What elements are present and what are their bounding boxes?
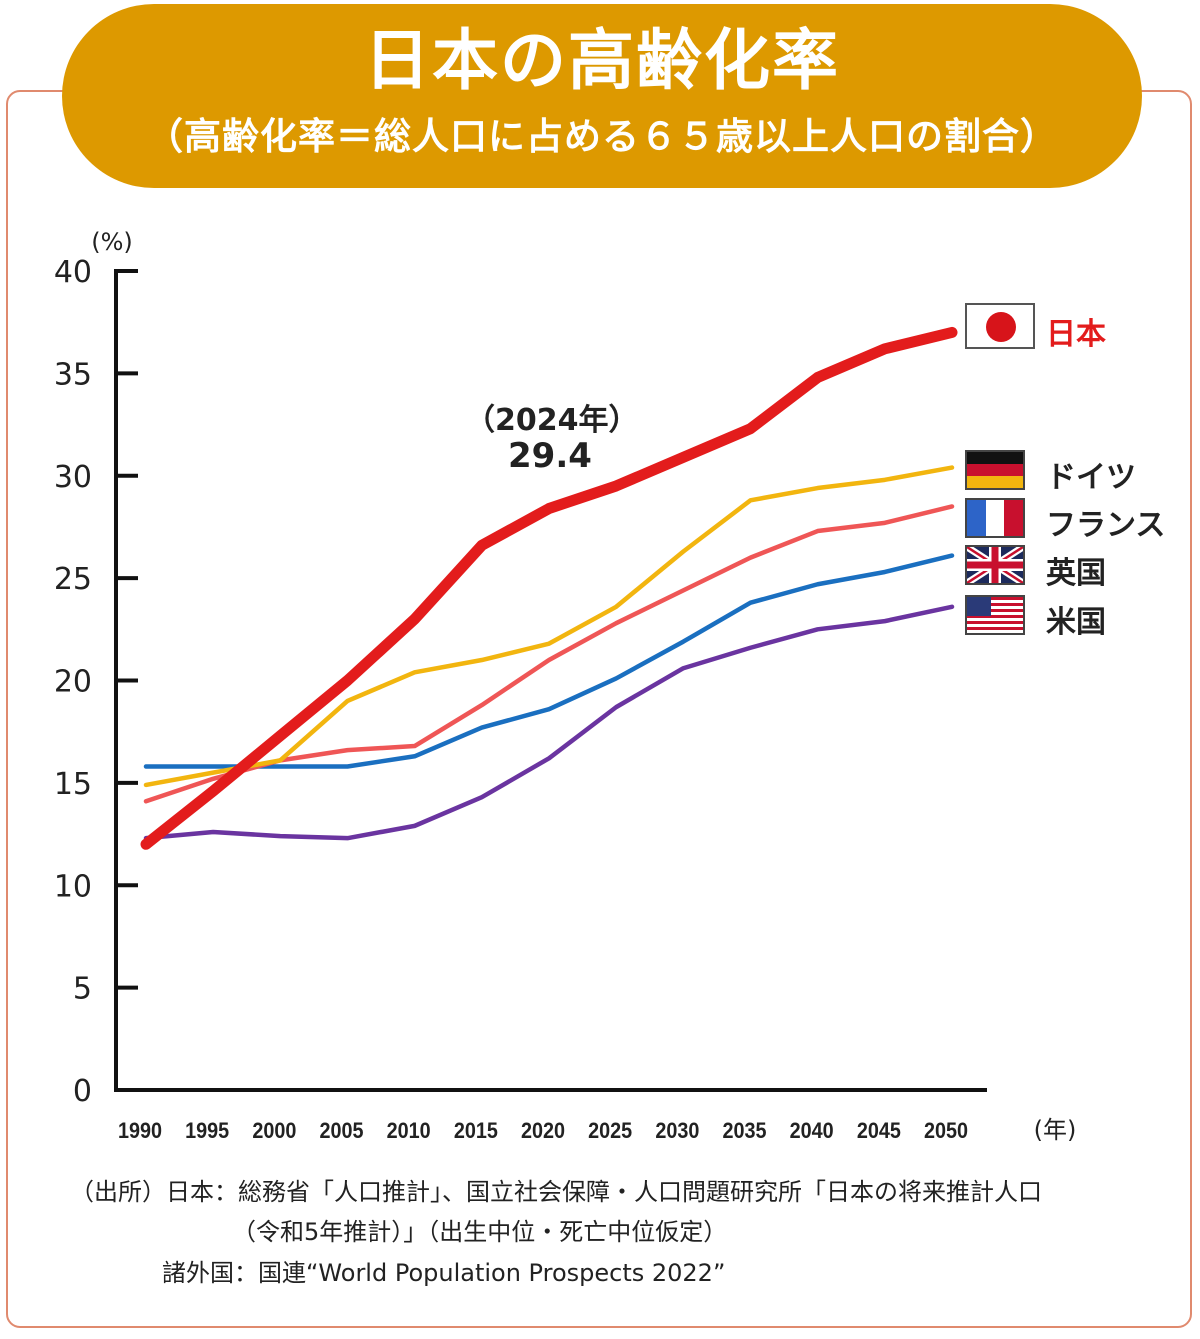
source-line-2: （令和5年推計）」（出生中位・死亡中位仮定） <box>232 1218 728 1246</box>
y-tick-label: 30 <box>54 460 92 495</box>
japan-flag-disc <box>986 312 1016 342</box>
x-tick-label: 2015 <box>454 1119 498 1143</box>
germany-flag <box>965 450 1025 490</box>
y-tick-label: 40 <box>54 255 92 290</box>
x-tick-label: 2045 <box>857 1119 901 1143</box>
y-tick-label: 0 <box>73 1074 92 1109</box>
x-tick-label: 2000 <box>252 1119 296 1143</box>
y-tick-label: 20 <box>54 665 92 700</box>
x-tick-label: 2040 <box>790 1119 834 1143</box>
source-line-3: 諸外国：国連“World Population Prospects 2022” <box>162 1259 726 1287</box>
series-line-germany <box>143 465 955 788</box>
legend-label-france: フランス <box>1046 508 1166 543</box>
series-line-uk <box>143 553 955 769</box>
series-line-japan <box>140 326 958 850</box>
uk-flag <box>965 545 1025 585</box>
chart-frame <box>6 90 1192 1328</box>
chart-subtitle: （高齢化率＝総人口に占める６５歳以上人口の割合） <box>146 115 1058 158</box>
source-line-1: （出所）日本：総務省「人口推計」、国立社会保障・人口問題研究所「日本の将来推計人… <box>70 1178 1042 1206</box>
y-tick-label: 25 <box>54 562 92 597</box>
annotation-value: 29.4 <box>508 436 592 476</box>
y-tick-label: 35 <box>54 357 92 392</box>
us-flag-canton <box>967 597 991 616</box>
y-tick-label: 15 <box>54 767 92 802</box>
x-tick-label: 1995 <box>185 1119 229 1143</box>
x-tick-label: 2035 <box>722 1119 766 1143</box>
legend-label-us: 米国 <box>1046 605 1106 640</box>
x-tick-label: 2025 <box>588 1119 632 1143</box>
us-flag <box>965 595 1025 635</box>
x-tick-label: 2020 <box>521 1119 565 1143</box>
france-flag <box>965 498 1025 538</box>
x-tick-label: 2010 <box>387 1119 431 1143</box>
chart-title: 日本の高齢化率 <box>364 22 840 99</box>
y-axis-unit-label: (%) <box>91 228 133 256</box>
x-axis-unit-label: (年) <box>1034 1116 1077 1144</box>
legend-label-uk: 英国 <box>1046 556 1106 591</box>
legend-label-germany: ドイツ <box>1046 460 1136 495</box>
x-tick-label: 2030 <box>655 1119 699 1143</box>
x-tick-label: 2050 <box>924 1119 968 1143</box>
annotation-year: （2024年） <box>465 403 639 438</box>
y-tick-label: 5 <box>73 972 92 1007</box>
x-tick-label: 1990 <box>118 1119 162 1143</box>
y-tick-label: 10 <box>54 869 92 904</box>
x-tick-label: 2005 <box>319 1119 363 1143</box>
series-line-us <box>143 604 955 841</box>
legend-label-japan: 日本 <box>1046 317 1106 352</box>
title-banner: 日本の高齢化率 （高齢化率＝総人口に占める６５歳以上人口の割合） <box>62 4 1142 188</box>
japan-flag <box>965 303 1035 349</box>
